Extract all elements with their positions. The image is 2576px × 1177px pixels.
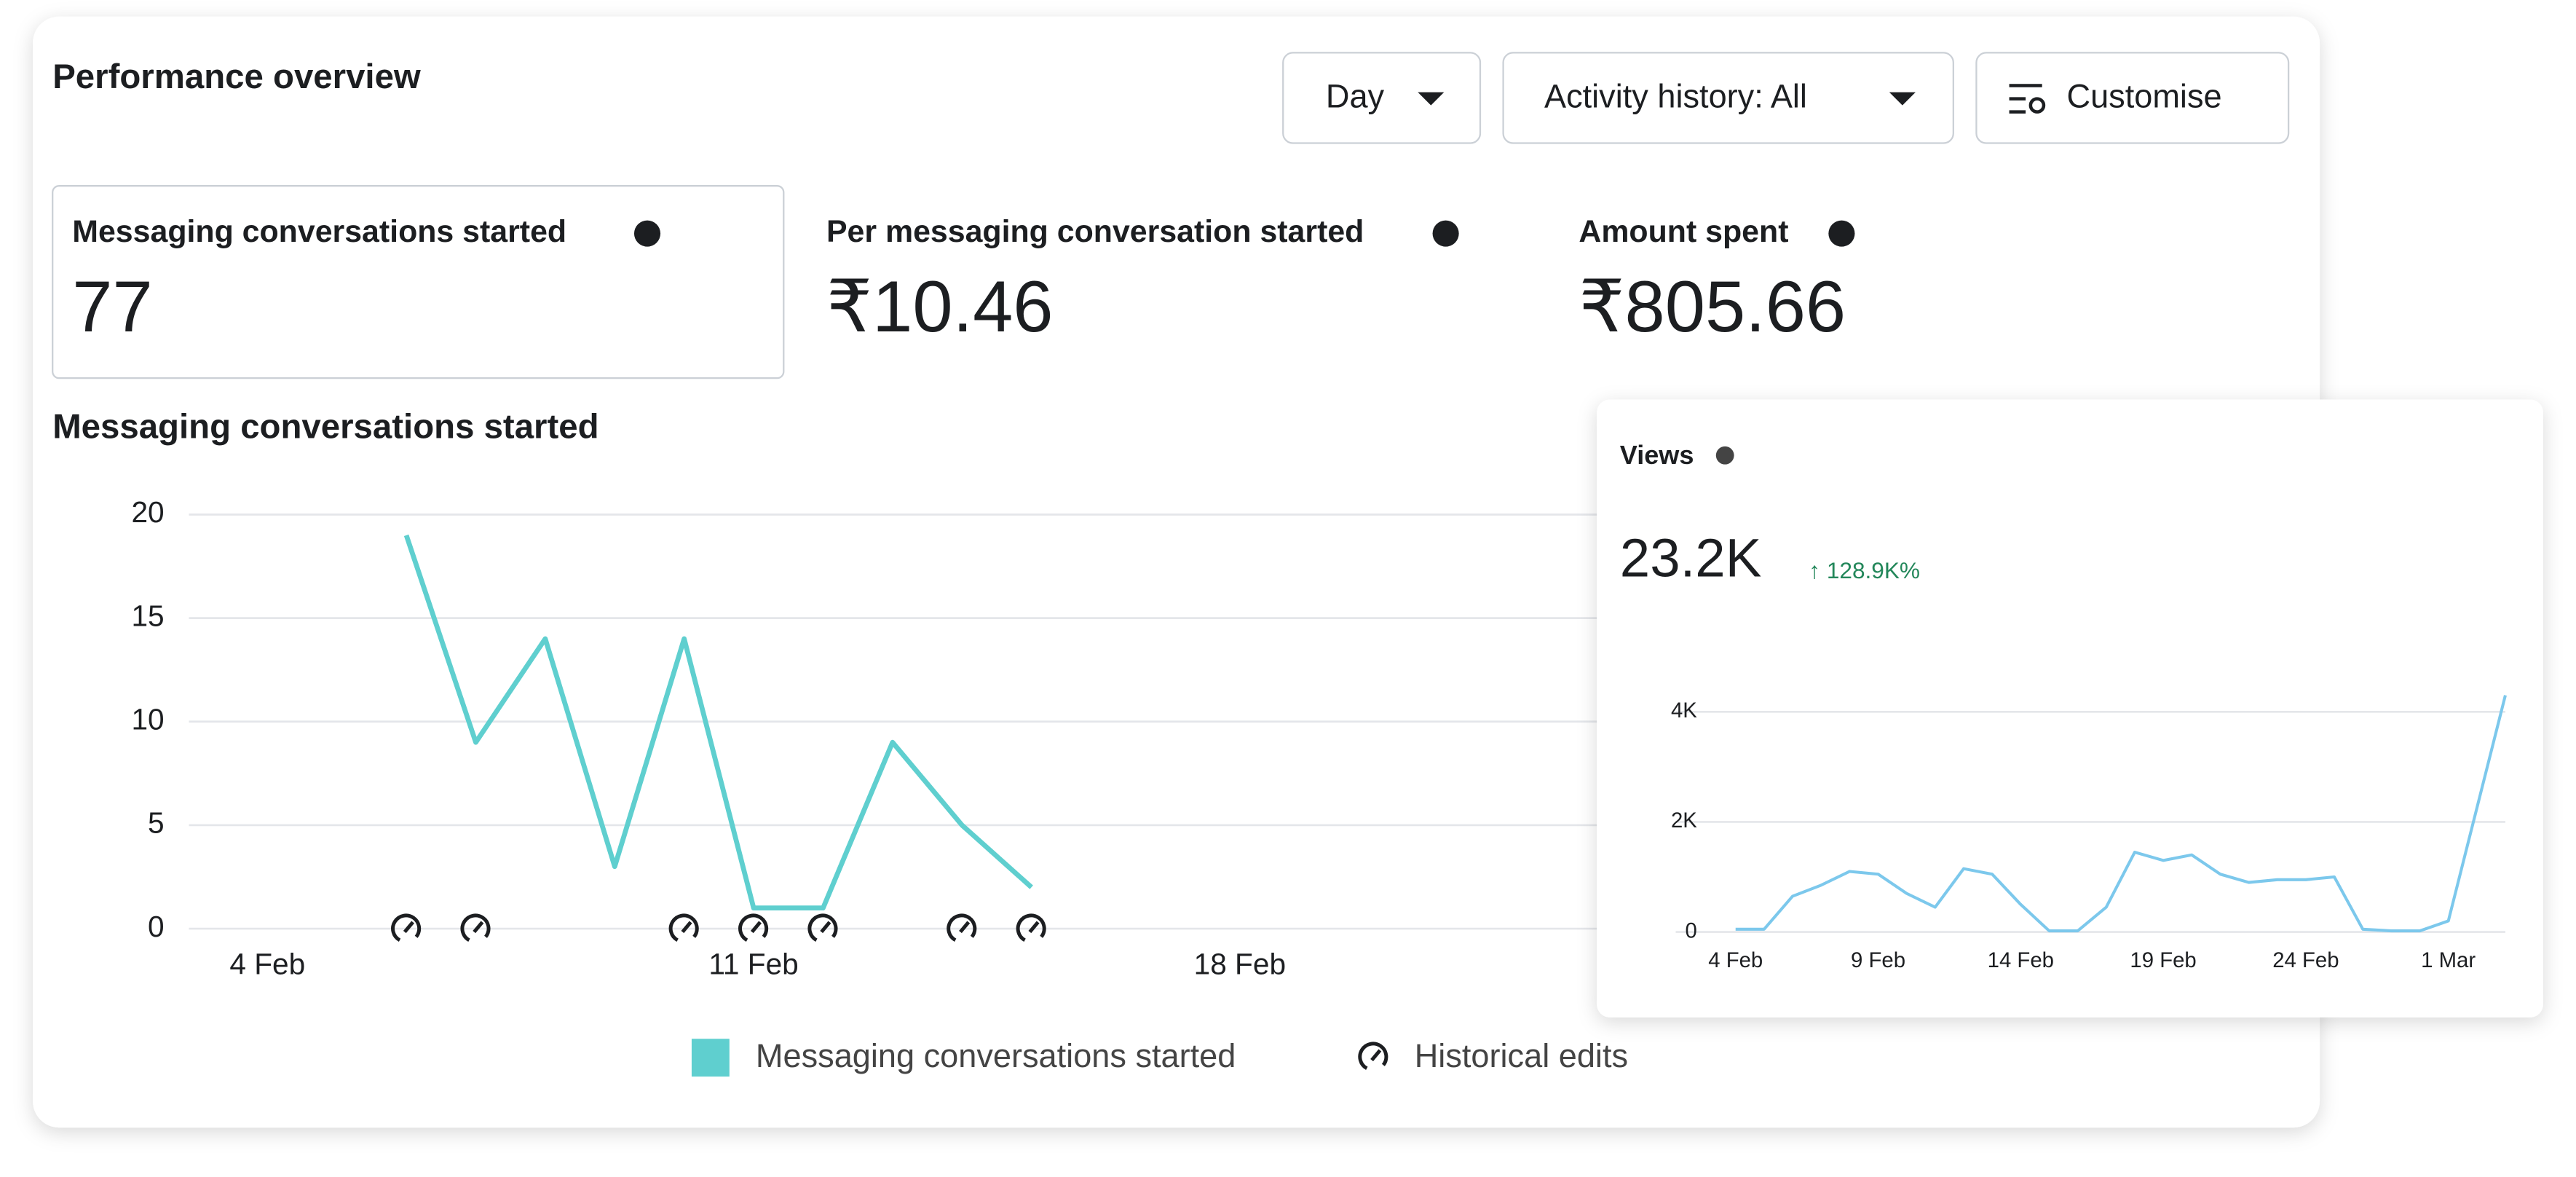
historical-edit bbox=[391, 913, 422, 942]
historical-edit bbox=[807, 913, 838, 942]
historical-edit bbox=[1358, 1042, 1388, 1071]
historical-edit bbox=[460, 913, 491, 942]
edit-icon-arc bbox=[947, 913, 977, 942]
edit-icon-needle bbox=[403, 921, 415, 934]
edit-icon-arc bbox=[738, 913, 769, 942]
edit-icon-needle bbox=[1370, 1049, 1382, 1062]
info-icon[interactable] bbox=[1715, 446, 1734, 465]
edit-icon-arc bbox=[668, 913, 699, 942]
views-card: Views 23.2K ↑ 128.9K% 0 2K 4K 4 Feb 9 Feb 14 … bbox=[1597, 399, 2543, 1017]
metric-label: Per messaging conversation started bbox=[826, 214, 1364, 249]
y-tick-label: 10 bbox=[131, 703, 164, 736]
metric-selected[interactable] bbox=[52, 185, 785, 379]
edit-icon-needle bbox=[750, 921, 762, 934]
y-tick-label: 0 bbox=[1686, 918, 1697, 942]
chart-title: Messaging conversations started bbox=[52, 408, 598, 446]
metric-value: ₹805.66 bbox=[1579, 267, 1846, 347]
x-tick-label: 9 Feb bbox=[1851, 948, 1905, 972]
x-tick-label: 18 Feb bbox=[1194, 948, 1286, 981]
card-title: Views bbox=[1620, 440, 1694, 470]
edit-icon-arc bbox=[1358, 1042, 1388, 1071]
headline: 23.2K bbox=[1620, 528, 1762, 588]
historical-edit bbox=[668, 913, 699, 942]
x-tick-label: 4 Feb bbox=[229, 948, 305, 981]
edit-icon-needle bbox=[681, 921, 692, 934]
card-bg bbox=[1597, 399, 2543, 1017]
dropdown-arrow bbox=[1418, 92, 1445, 106]
historical-edit bbox=[738, 913, 769, 942]
info-icon bbox=[633, 220, 661, 247]
edit-icon-needle bbox=[473, 921, 484, 934]
legend-swatch bbox=[691, 1039, 730, 1077]
card-title: Performance overview bbox=[52, 58, 421, 96]
edit-icon-arc bbox=[1016, 913, 1046, 942]
historical-edit bbox=[1016, 913, 1046, 942]
day-button[interactable] bbox=[1282, 52, 1482, 144]
historical-edit bbox=[947, 913, 977, 942]
edit-icon-needle bbox=[1028, 921, 1040, 934]
customise-icon bbox=[2009, 84, 2046, 114]
metric-label: Messaging conversations started bbox=[72, 214, 566, 249]
metric-value: 77 bbox=[72, 267, 152, 347]
edit-icon-arc bbox=[807, 913, 838, 942]
y-tick-label: 15 bbox=[131, 599, 164, 632]
data-line bbox=[1735, 695, 2507, 933]
x-tick-label: 19 Feb bbox=[2130, 948, 2196, 972]
edit-icon-needle bbox=[820, 921, 831, 934]
button-label[interactable]: Customise bbox=[2067, 78, 2222, 115]
y-tick-label: 2K bbox=[1671, 808, 1697, 832]
x-tick-label: 11 Feb bbox=[708, 948, 798, 981]
x-tick-label: 14 Feb bbox=[1988, 948, 2054, 972]
customise-button[interactable] bbox=[1975, 52, 2290, 144]
activity-button[interactable] bbox=[1502, 52, 1954, 144]
change: ↑ 128.9K% bbox=[1809, 557, 1920, 583]
edit-icon-arc bbox=[460, 913, 491, 942]
legend-label: Messaging conversations started bbox=[756, 1037, 1236, 1074]
y-tick-label: 4K bbox=[1671, 698, 1697, 723]
button-label[interactable]: Day bbox=[1326, 78, 1385, 115]
edit-icon-arc bbox=[391, 913, 422, 942]
info-icon bbox=[1828, 220, 1855, 247]
metric-value: ₹10.46 bbox=[826, 267, 1054, 347]
edit-icon-needle bbox=[959, 921, 971, 934]
y-tick-label: 20 bbox=[131, 495, 164, 529]
x-tick-label: 1 Mar bbox=[2421, 948, 2476, 972]
info-icon bbox=[1432, 220, 1459, 247]
dropdown-arrow bbox=[1889, 92, 1916, 106]
legend-label: Historical edits bbox=[1415, 1037, 1628, 1074]
x-tick-label: 4 Feb bbox=[1708, 948, 1763, 972]
button-label[interactable]: Activity history: All bbox=[1544, 78, 1807, 115]
data-line bbox=[403, 534, 1033, 911]
y-tick-label: 5 bbox=[148, 806, 165, 840]
x-tick-label: 24 Feb bbox=[2272, 948, 2339, 972]
metric-label: Amount spent bbox=[1579, 214, 1788, 249]
y-tick-label: 0 bbox=[148, 910, 165, 943]
